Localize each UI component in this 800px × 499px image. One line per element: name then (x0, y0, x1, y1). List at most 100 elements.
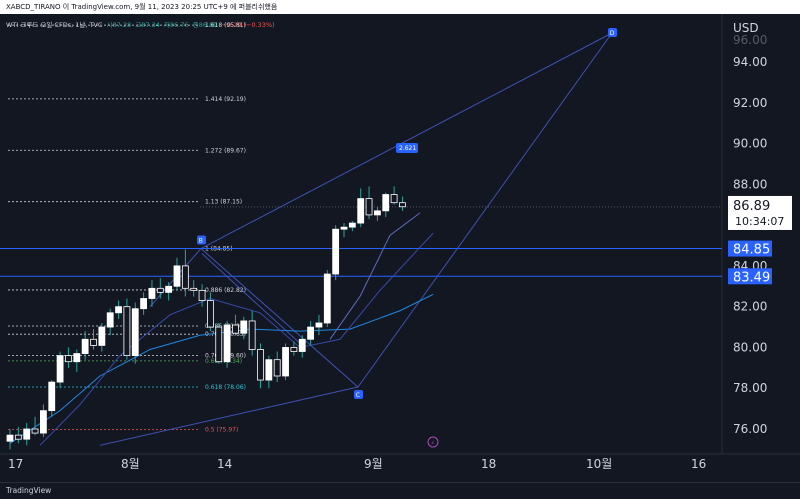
pattern-point-d-label: D (610, 30, 615, 37)
lightning-glyph: ⚡ (431, 440, 435, 447)
pattern-bc-line (200, 248, 359, 388)
candle-body (173, 265, 181, 287)
candle-body (131, 308, 139, 357)
candle-body (240, 320, 248, 334)
candle-body (315, 322, 323, 328)
footer: TradingView (0, 482, 800, 499)
candle-body (165, 285, 173, 293)
candle-body (323, 273, 331, 324)
candle-body (390, 194, 398, 204)
candle-body (73, 353, 81, 363)
x-axis-tick-label: 18 (481, 457, 496, 471)
candle-body (156, 287, 164, 293)
candle-body (348, 222, 356, 228)
close-value: 종86.89 (192, 21, 218, 29)
pattern-xc-line (99, 386, 359, 446)
y-axis-tick-label-top: 96.00 (733, 33, 767, 47)
pattern-bd-line (200, 32, 613, 250)
pattern-cd-line (357, 32, 613, 388)
candle-body (399, 202, 406, 208)
y-axis-tick-label: 92.00 (733, 96, 767, 110)
y-axis-tick-label: 76.00 (733, 422, 767, 436)
x-axis-tick-label: 14 (217, 457, 232, 471)
candle-body (81, 338, 89, 354)
event-lightning-icon (427, 436, 439, 448)
candle-body (48, 381, 56, 412)
candle-body (140, 298, 148, 310)
x-axis-tick-label: 17 (8, 457, 23, 471)
candle-body (65, 355, 72, 363)
x-axis-tick-label: 8월 (121, 457, 140, 471)
fib-level-label: 0.618 (78.06) (205, 384, 246, 391)
candle-body (382, 194, 390, 212)
y-axis-tick-label: 94.00 (733, 55, 767, 69)
candle-body (298, 338, 306, 352)
price-chart[interactable]: 1.618 (95.81) 1.414 (92.19) 1.272 (89.67) 1… (0, 14, 800, 482)
tradingview-logo: TradingView (6, 486, 52, 495)
candle-body (56, 355, 64, 383)
fib-level-label: 1.13 (87.15) (205, 199, 242, 206)
pattern-point-d (608, 28, 617, 37)
current-price-box (728, 195, 792, 230)
candle-body (223, 324, 231, 363)
candle-body (23, 428, 31, 440)
candle-body (115, 306, 122, 314)
candle-body (98, 326, 106, 346)
y-axis-tick-label: 90.00 (733, 137, 767, 151)
candle-body (340, 226, 348, 230)
candle-body (106, 312, 114, 328)
candle-body (190, 287, 198, 291)
y-axis-tick-label: 78.00 (733, 381, 767, 395)
candle-body (206, 300, 214, 328)
x-axis-tick-label: 16 (691, 457, 706, 471)
pattern-point-b (197, 235, 206, 245)
x-axis-tick-label: 10월 (586, 457, 612, 471)
candle-body (273, 359, 281, 377)
y-axis-tick-label: 80.00 (733, 340, 767, 354)
publish-header-text: XABCD_TIRANO 이 TradingView.com, 9월 11, 2… (6, 3, 278, 11)
pattern-inner-line (201, 253, 301, 344)
candle-body (365, 198, 373, 216)
currency-button[interactable]: USD (733, 21, 759, 35)
fib-level-label: 0.886 (82.82) (205, 287, 246, 294)
candle-body (6, 434, 14, 442)
countdown-label: 10:34:07 (735, 215, 784, 228)
pattern-point-b-label: B (199, 238, 203, 245)
candle-body (248, 320, 256, 350)
candle-body (357, 198, 365, 224)
candle-body (265, 359, 273, 381)
fib-level-label: 1.272 (89.67) (205, 147, 246, 154)
pattern-ratio-badge (396, 143, 418, 153)
price-axis-label-box (728, 268, 772, 285)
candle-body (232, 324, 239, 334)
symbol-name: WTI 크루드 오일 CFDs, 1날, TVC (6, 21, 103, 29)
candle-body (148, 287, 156, 299)
pattern-ratio-label: 2.621 (399, 145, 416, 152)
candle-body (198, 289, 206, 301)
candle-body (40, 410, 47, 434)
candle-body (31, 428, 39, 434)
candle-body (332, 228, 340, 275)
candle-body (257, 349, 264, 381)
x-axis-tick-label: 9월 (364, 457, 383, 471)
candle-body (282, 347, 289, 377)
moving-average-short (329, 212, 421, 340)
fib-level-label: 0.69 (79.34) (205, 358, 242, 365)
candle-body (290, 347, 298, 352)
moving-average-fast (39, 232, 434, 446)
y-axis-tick-label: 88.00 (733, 177, 767, 191)
candle-body (307, 326, 315, 340)
change-value: −0.29 (−0.33%) (221, 21, 275, 29)
fib-level-label: 1.414 (92.19) (205, 96, 246, 103)
price-axis-label-box (728, 240, 772, 257)
fib-level-label: 0.5 (75.97) (205, 427, 238, 434)
publish-header: XABCD_TIRANO 이 TradingView.com, 9월 11, 2… (0, 0, 800, 14)
candle-body (215, 326, 223, 363)
candle-body (14, 434, 22, 440)
price-axis-label: 84.85 (733, 243, 770, 258)
candle-body (181, 265, 189, 289)
high-value: 고87.34 (135, 21, 160, 29)
candle-body (373, 210, 381, 216)
y-axis-tick-label: 82.00 (733, 300, 767, 314)
price-axis-label: 83.49 (733, 270, 770, 285)
